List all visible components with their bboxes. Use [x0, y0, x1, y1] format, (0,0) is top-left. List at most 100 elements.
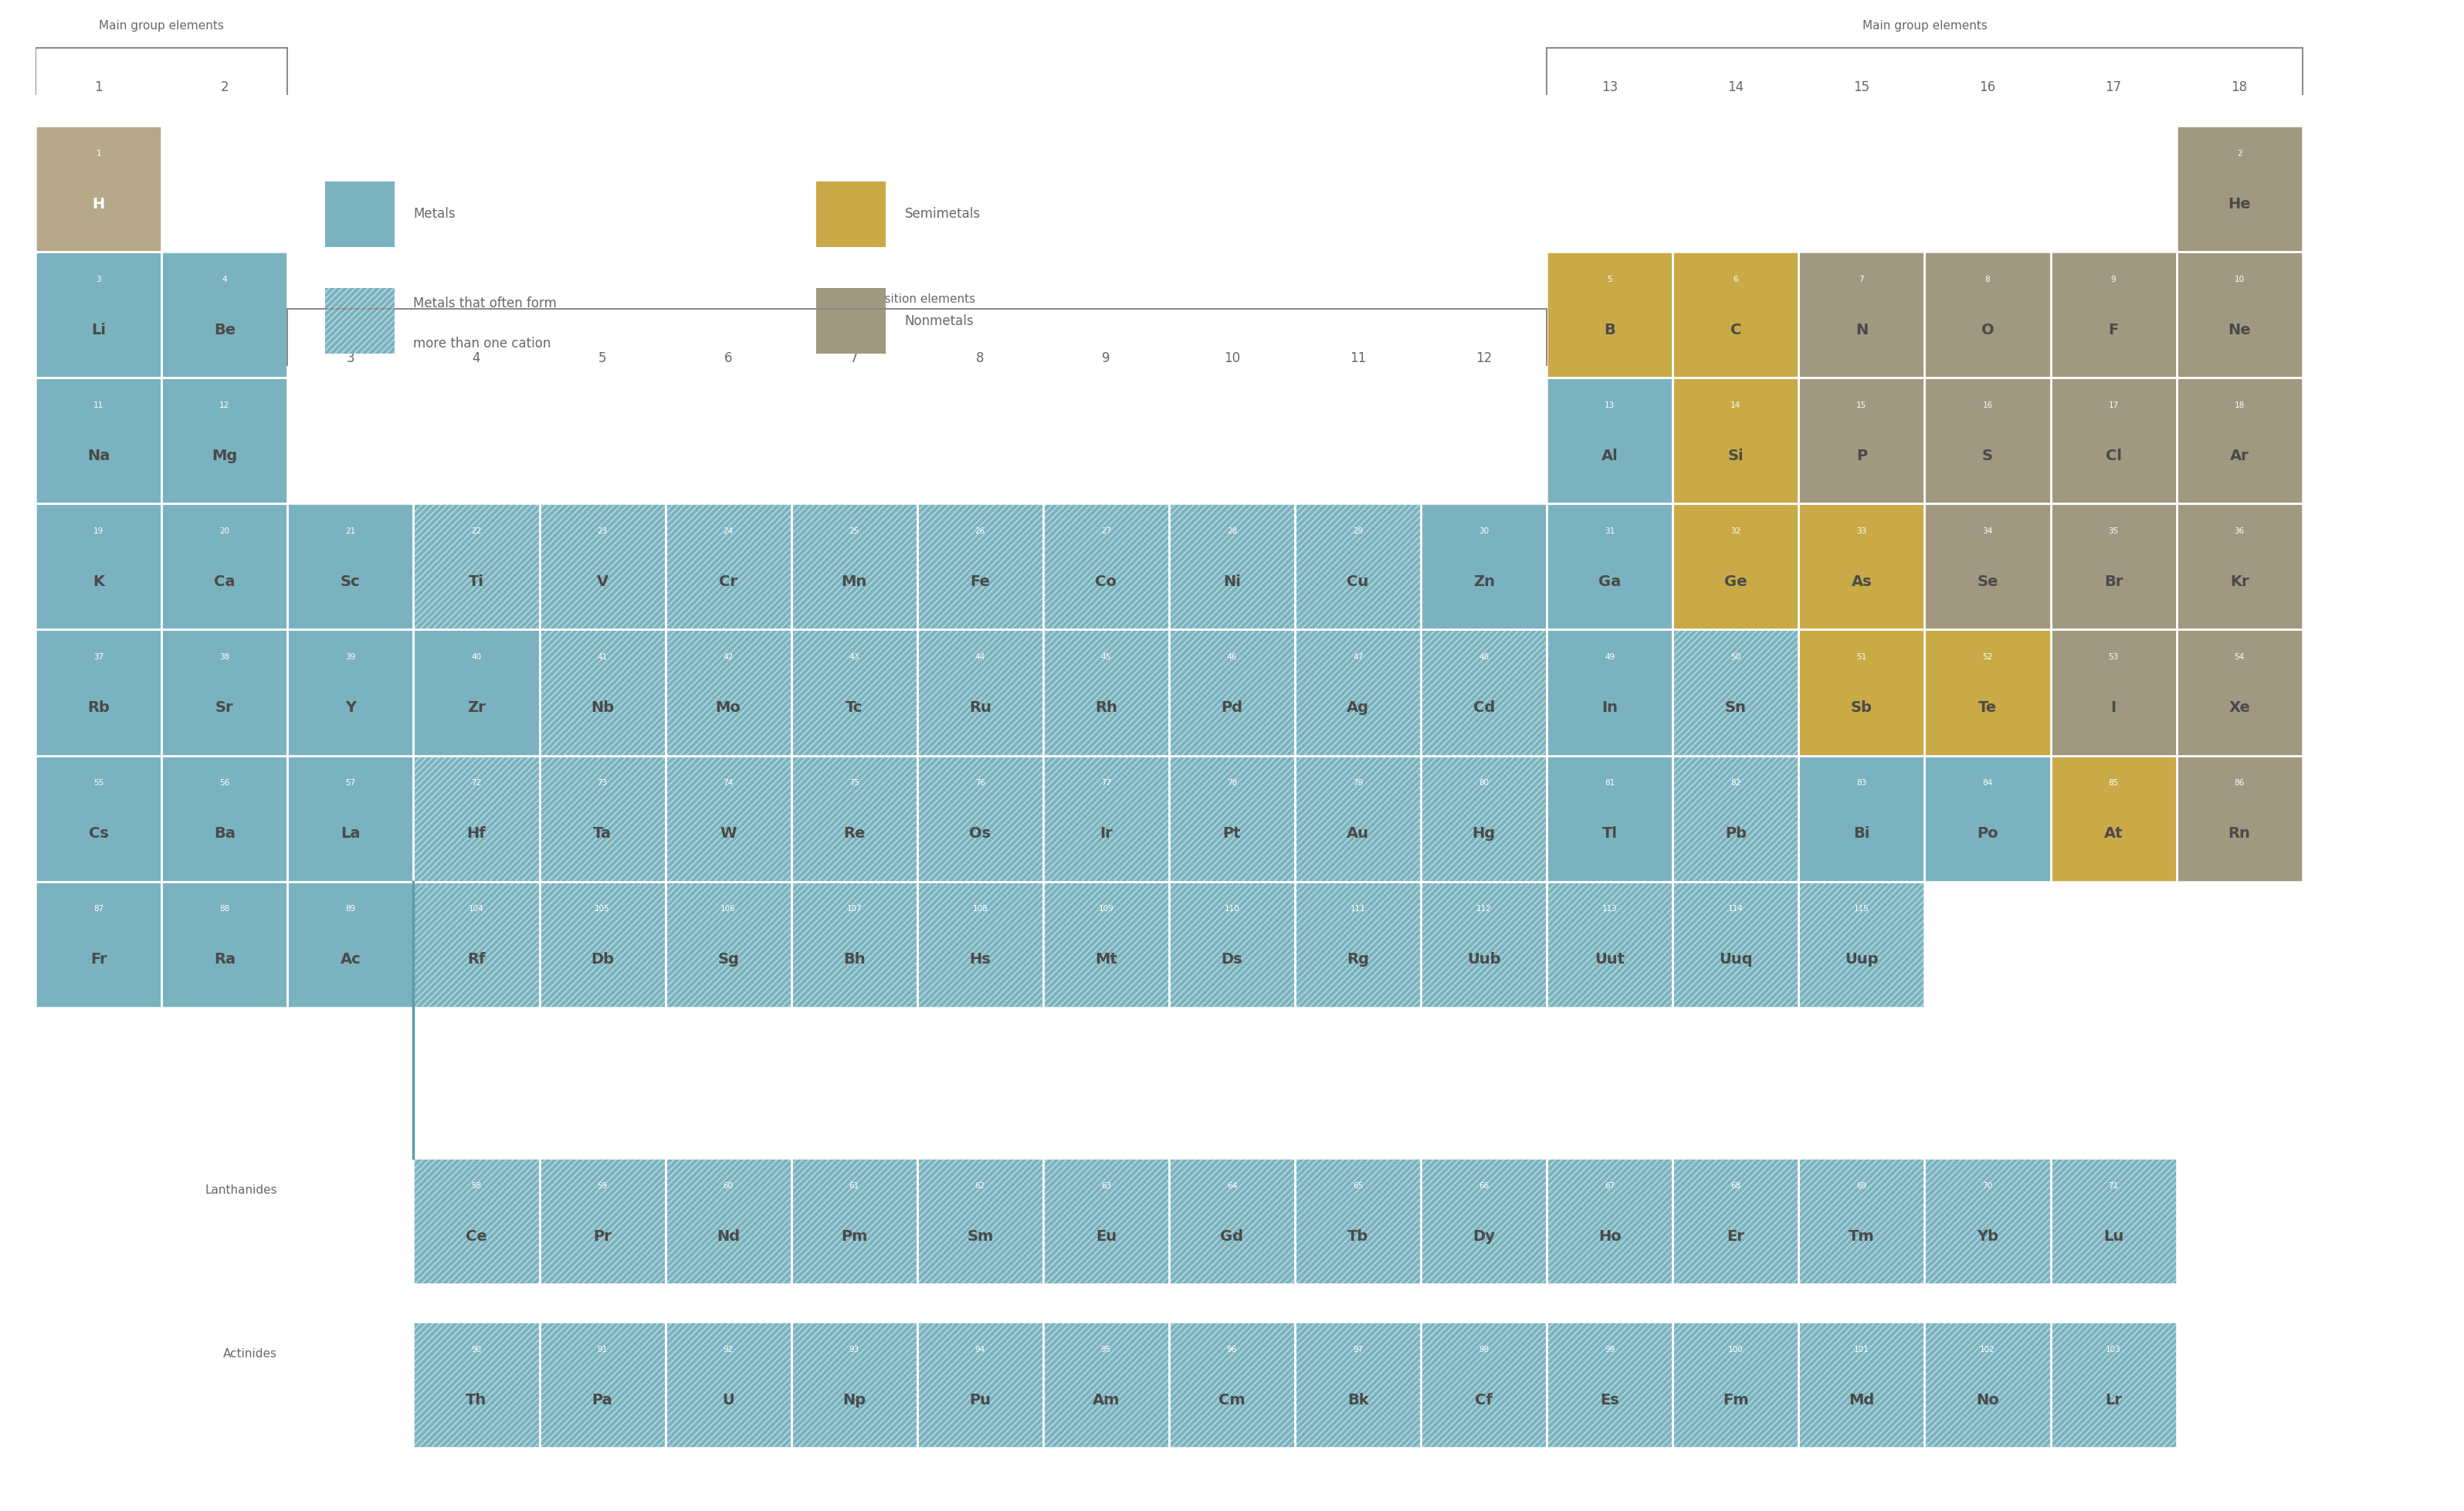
Text: Ti: Ti — [468, 574, 483, 589]
Bar — [1799, 378, 1924, 503]
Text: 50: 50 — [1730, 653, 1740, 662]
Text: 11: 11 — [1350, 351, 1365, 366]
Text: Uup: Uup — [1846, 952, 1878, 967]
Text: 69: 69 — [1855, 1182, 1868, 1191]
Bar — [917, 881, 1042, 1008]
Text: Se: Se — [1976, 574, 1998, 589]
Text: Mt: Mt — [1094, 952, 1116, 967]
Bar — [1422, 1322, 1547, 1448]
Text: Ni: Ni — [1222, 574, 1242, 589]
Bar — [1799, 756, 1924, 881]
Bar — [1042, 881, 1168, 1008]
Bar — [540, 1322, 665, 1448]
Bar — [34, 252, 163, 378]
Text: 58: 58 — [471, 1182, 480, 1191]
Bar — [1799, 1322, 1924, 1448]
Bar — [1168, 1322, 1296, 1448]
Text: Rn: Rn — [2227, 827, 2250, 842]
Text: 3: 3 — [96, 275, 101, 284]
Text: Al: Al — [1602, 449, 1619, 464]
Bar — [917, 503, 1042, 630]
Bar — [1422, 630, 1547, 756]
Text: In: In — [1602, 700, 1619, 715]
Text: Ra: Ra — [214, 952, 237, 967]
Text: Lanthanides: Lanthanides — [205, 1185, 278, 1195]
Bar — [540, 756, 665, 881]
Bar — [34, 503, 163, 630]
Bar — [917, 503, 1042, 630]
Bar — [917, 1159, 1042, 1284]
Bar — [1547, 1159, 1673, 1284]
Bar — [2050, 252, 2176, 378]
Text: 10: 10 — [2235, 275, 2245, 284]
Text: 57: 57 — [345, 780, 355, 787]
Text: 81: 81 — [1604, 780, 1614, 787]
Bar — [1422, 756, 1547, 881]
Text: Md: Md — [1848, 1393, 1875, 1408]
Text: Bh: Bh — [843, 952, 865, 967]
Text: 91: 91 — [596, 1346, 609, 1354]
Bar — [2176, 378, 2301, 503]
Text: 22: 22 — [471, 527, 480, 535]
Text: 44: 44 — [976, 653, 986, 662]
Text: 98: 98 — [1478, 1346, 1488, 1354]
Bar — [665, 881, 791, 1008]
Text: 104: 104 — [468, 905, 483, 913]
Text: 15: 15 — [1855, 402, 1868, 409]
Text: Ba: Ba — [214, 827, 237, 842]
Text: 17: 17 — [2109, 402, 2119, 409]
Text: Mo: Mo — [715, 700, 742, 715]
Bar — [1924, 756, 2050, 881]
Text: Cu: Cu — [1348, 574, 1370, 589]
Bar — [288, 881, 414, 1008]
Text: 97: 97 — [1353, 1346, 1363, 1354]
Bar — [288, 630, 414, 756]
Text: Ca: Ca — [214, 574, 234, 589]
Text: 52: 52 — [1984, 653, 1993, 662]
Text: Th: Th — [466, 1393, 488, 1408]
Bar — [1673, 881, 1799, 1008]
Text: 13: 13 — [1602, 80, 1619, 94]
Bar — [1924, 252, 2050, 378]
Bar — [2050, 252, 2176, 378]
Bar — [1042, 630, 1168, 756]
Text: 2: 2 — [2237, 150, 2242, 157]
Bar — [1296, 881, 1422, 1008]
Text: Metals: Metals — [414, 207, 456, 221]
Bar — [1673, 1322, 1799, 1448]
Text: Ce: Ce — [466, 1228, 488, 1244]
Bar — [1042, 1159, 1168, 1284]
Text: No: No — [1976, 1393, 1998, 1408]
Bar — [34, 881, 163, 1008]
Text: 105: 105 — [594, 905, 611, 913]
Text: Ga: Ga — [1599, 574, 1621, 589]
Text: C: C — [1730, 322, 1742, 337]
Text: Cm: Cm — [1220, 1393, 1244, 1408]
Text: Cf: Cf — [1476, 1393, 1493, 1408]
Bar — [665, 756, 791, 881]
Text: 90: 90 — [471, 1346, 480, 1354]
Text: Y: Y — [345, 700, 355, 715]
Bar — [540, 881, 665, 1008]
Bar — [163, 630, 288, 756]
Bar — [1547, 1322, 1673, 1448]
Bar — [540, 881, 665, 1008]
Text: 23: 23 — [596, 527, 609, 535]
Bar — [2050, 503, 2176, 630]
Bar — [1799, 1159, 1924, 1284]
Bar — [1422, 1322, 1547, 1448]
Text: 109: 109 — [1099, 905, 1114, 913]
Text: 54: 54 — [2235, 653, 2245, 662]
Bar — [1547, 503, 1673, 630]
Bar — [2176, 756, 2301, 881]
Text: U: U — [722, 1393, 734, 1408]
Text: 26: 26 — [976, 527, 986, 535]
Bar — [414, 1159, 540, 1284]
Bar — [1799, 503, 1924, 630]
Bar — [1799, 252, 1924, 378]
Bar — [1296, 1159, 1422, 1284]
Bar — [665, 1322, 791, 1448]
Bar — [2050, 503, 2176, 630]
Bar — [1924, 252, 2050, 378]
Bar — [540, 881, 665, 1008]
